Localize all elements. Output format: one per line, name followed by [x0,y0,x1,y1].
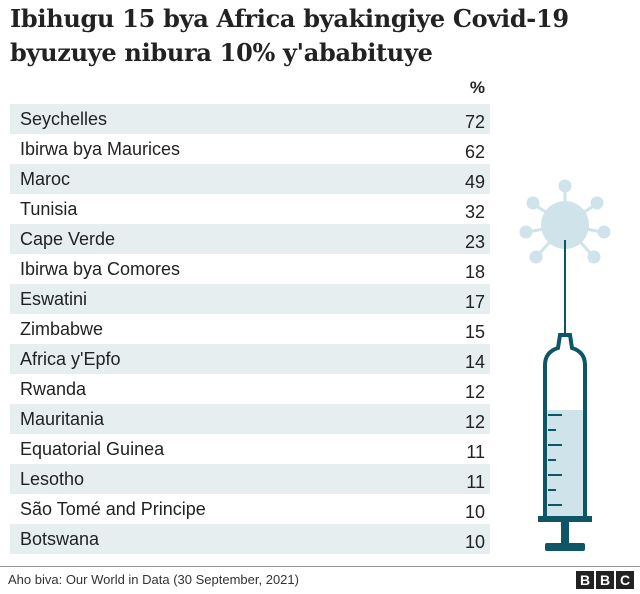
percent: 15 [464,321,485,342]
syringe-illustration [519,179,611,551]
percent: 49 [464,171,485,192]
table-row: Ibirwa bya Comores 18 [10,254,490,284]
table-row: Lesotho 11 [10,464,490,494]
country: Botswana [20,528,100,549]
country: Equatorial Guinea [20,438,165,459]
column-header: % [469,78,485,97]
logo-letter: C [616,571,634,589]
table-row: Ibirwa bya Maurices 62 [10,134,490,164]
source: Aho biva: Our World in Data (30 Septembe… [8,572,299,587]
country: Mauritania [20,408,105,429]
percent: 23 [464,231,485,252]
table-row: Maroc 49 [10,164,490,194]
table-row: Cape Verde 23 [10,224,490,254]
percent: 12 [464,381,485,402]
country: Seychelles [20,108,108,129]
percent: 11 [466,471,485,492]
country: Ibirwa bya Maurices [20,138,181,159]
percent: 72 [464,111,485,132]
percent: 18 [464,261,485,282]
percent: 10 [464,501,485,522]
percent: 17 [464,291,485,312]
logo: B B C [576,571,634,589]
table-row: Rwanda 12 [10,374,490,404]
country: Ibirwa bya Comores [20,258,181,279]
table: Seychelles 72 Ibirwa bya Maurices 62 Maroc 49… [10,104,490,554]
country: Tunisia [20,198,78,219]
table-row: Tunisia 32 [10,194,490,224]
logo-letter: B [576,571,594,589]
percent: 12 [464,411,485,432]
country: Lesotho [20,468,85,489]
table-row: Zimbabwe 15 [10,314,490,344]
table-row: Seychelles 72 [10,104,490,134]
table-row: São Tomé and Principe 10 [10,494,490,524]
country: Zimbabwe [20,318,104,339]
percent: 11 [466,441,485,462]
country: Maroc [20,168,71,189]
percent: 10 [464,531,485,552]
percent: 62 [464,141,485,162]
percent: 32 [464,201,485,222]
country: Rwanda [20,378,87,399]
table-row: Equatorial Guinea 11 [10,434,490,464]
country: Eswatini [20,288,88,309]
footer-rule [0,566,640,567]
table-row: Botswana 10 [10,524,490,554]
logo-letter: B [596,571,614,589]
table-row: Africa y'Epfo 14 [10,344,490,374]
title-line: Ibihugu 15 bya Africa byakingiye Covid-1… [10,4,569,33]
country: São Tomé and Principe [20,498,206,519]
table-row: Eswatini 17 [10,284,490,314]
table-row: Mauritania 12 [10,404,490,434]
title-line: byuzuye nibura 10% y'ababituye [10,38,433,67]
country: Cape Verde [20,228,116,249]
country: Africa y'Epfo [20,348,121,369]
percent: 14 [464,351,485,372]
